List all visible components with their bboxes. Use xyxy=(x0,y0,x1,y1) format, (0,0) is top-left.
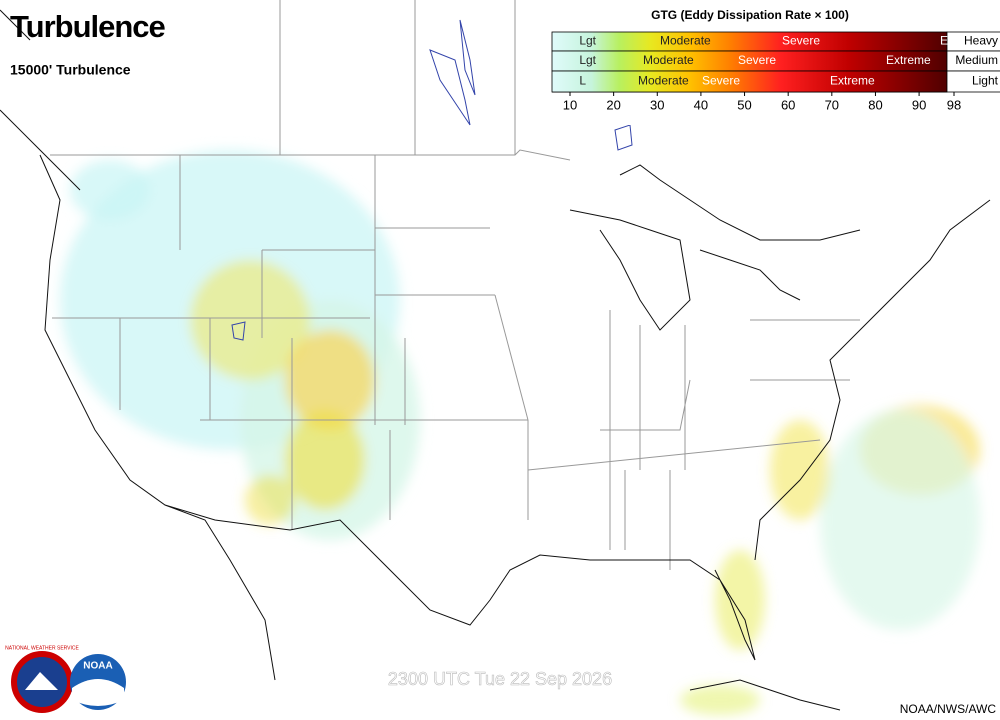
valid-time: 2300 UTC Tue 22 Sep 2026 xyxy=(388,669,612,689)
legend-tick-label: 20 xyxy=(606,97,620,112)
legend-row-label-box xyxy=(946,70,1000,93)
legend-category-label: L xyxy=(579,74,586,88)
legend-category-label: Lgt xyxy=(579,53,596,67)
nws-logo-text: NATIONAL WEATHER SERVICE xyxy=(5,645,79,651)
legend-tick-label: 10 xyxy=(563,97,577,112)
subtitle: 15000' Turbulence xyxy=(10,62,131,78)
legend-tick-label: 70 xyxy=(825,97,839,112)
legend-tick-label: 60 xyxy=(781,97,795,112)
lakes xyxy=(231,19,633,341)
state-borders xyxy=(52,155,860,570)
legend-tick-label: 40 xyxy=(694,97,708,112)
credit: NOAA/NWS/AWC xyxy=(900,702,997,716)
legend-tick-label: 30 xyxy=(650,97,664,112)
legend-category-label: Moderate xyxy=(638,74,689,88)
title: Turbulence xyxy=(10,9,166,44)
coastlines xyxy=(0,9,991,711)
legend-category-label: Moderate xyxy=(660,34,711,48)
legend-tick-label: 90 xyxy=(912,97,926,112)
legend-title: GTG (Eddy Dissipation Rate × 100) xyxy=(651,8,849,22)
legend-category-label: Ex xyxy=(940,34,954,48)
country-borders xyxy=(50,0,571,161)
nws-logo: NATIONAL WEATHER SERVICE xyxy=(5,645,80,713)
legend-tick-label: 80 xyxy=(868,97,882,112)
legend-category-label: Extreme xyxy=(830,74,875,88)
legend-category-label: Severe xyxy=(782,34,820,48)
legend-category-label: Severe xyxy=(738,53,776,67)
legend-row-label: Medium xyxy=(955,53,998,67)
legend-category-label: Extreme xyxy=(886,53,931,67)
legend-tick-label: 50 xyxy=(737,97,751,112)
legend-category-label: Moderate xyxy=(643,53,694,67)
noaa-logo-text: NOAA xyxy=(83,661,112,672)
legend-row-label: Heavy xyxy=(964,34,998,48)
noaa-logo: NOAA xyxy=(70,654,126,710)
legend-row-label: Light xyxy=(972,74,999,88)
legend-category-label: Severe xyxy=(702,74,740,88)
legend-category-label: Lgt xyxy=(579,34,596,48)
legend-frame xyxy=(552,92,947,93)
turbulence-field xyxy=(60,150,980,715)
legend: GTG (Eddy Dissipation Rate × 100) Heavy L… xyxy=(548,0,1000,125)
legend-color-bar xyxy=(551,31,948,52)
legend-color-bar xyxy=(551,70,948,93)
legend-tick-label: 98 xyxy=(947,97,961,112)
